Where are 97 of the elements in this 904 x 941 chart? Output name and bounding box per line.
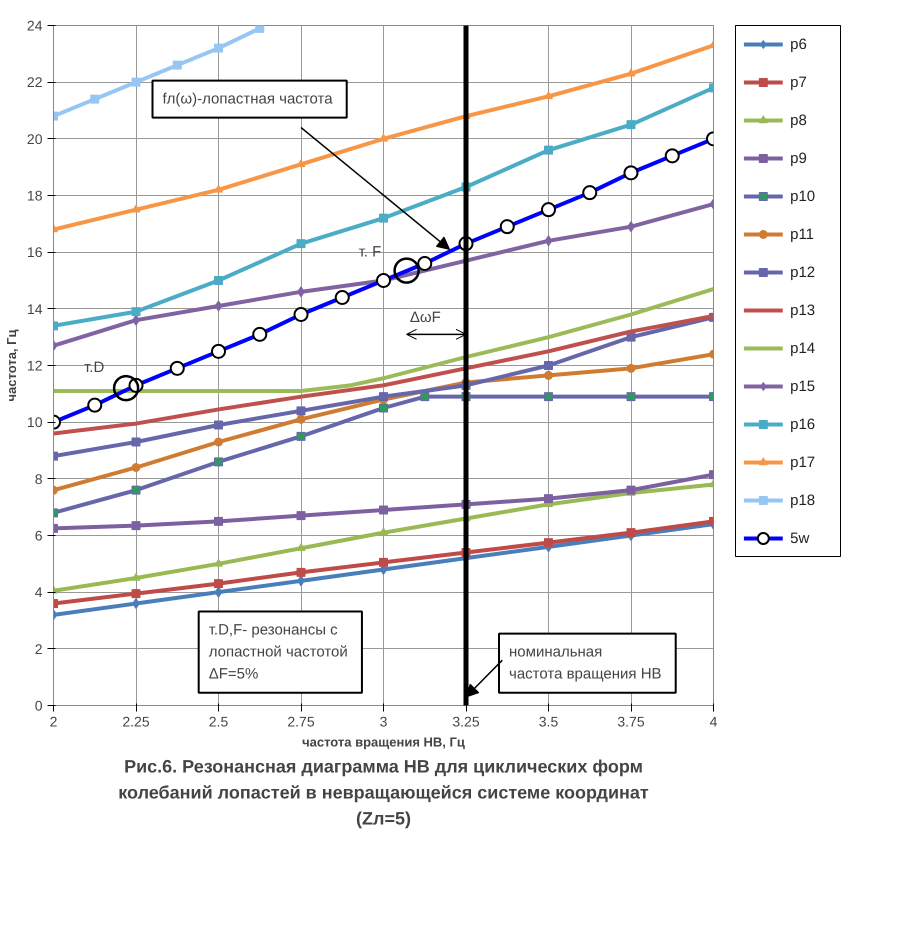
point: [214, 276, 223, 285]
point: [379, 134, 388, 142]
legend-label: p8: [790, 112, 807, 129]
text: Рис.6. Резонансная диаграмма НВ для циклических форм колебаний лопастей в невращающейся системе координат (Zл=5): [118, 756, 649, 828]
annotation: т.D: [84, 359, 104, 376]
x-tick-label: 3: [380, 714, 388, 730]
point: [132, 521, 140, 530]
x-tick-label: 2: [50, 714, 58, 730]
y-tick-label: 0: [34, 698, 43, 714]
annotation: fл(ω)-лопастная частота: [162, 90, 334, 108]
point: [393, 257, 420, 284]
point: [296, 511, 306, 520]
y-tick-label: 24: [26, 18, 43, 34]
y-tick-label: 2: [34, 640, 43, 657]
legend-label: p13: [790, 302, 816, 319]
point: [90, 94, 100, 104]
point: [296, 406, 306, 416]
point: [214, 516, 223, 526]
x-tick-label: 4: [710, 714, 718, 730]
legend-label: p17: [790, 454, 816, 471]
point: [132, 486, 140, 495]
annotation: ΔωF: [410, 308, 441, 326]
point: [379, 558, 388, 567]
x-tick-label: 3.5: [538, 714, 558, 730]
x-tick-label: 3.75: [617, 714, 645, 730]
legend-label: p6: [790, 36, 807, 53]
point: [296, 543, 306, 552]
point: [214, 438, 223, 446]
line-series: [54, 287, 714, 393]
y-tick-label: 16: [26, 244, 43, 260]
x-tick-label: 3.25: [452, 714, 480, 730]
point: [112, 374, 140, 402]
y-axis-title: частота, Гц: [4, 329, 19, 402]
point: [544, 494, 553, 504]
legend-label: 5w: [790, 530, 810, 547]
point: [214, 420, 223, 430]
legend-label: p15: [790, 378, 816, 395]
point: [379, 506, 388, 514]
point: [214, 184, 223, 193]
annotation: номинальная частота вращения НВ: [509, 644, 662, 683]
x-axis-title: частота вращения НВ, Гц: [302, 734, 465, 750]
line-series: [54, 314, 714, 436]
y-tick-label: 12: [26, 358, 43, 374]
point: [296, 414, 306, 424]
y-tick-label: 14: [26, 300, 43, 317]
point: [132, 78, 140, 87]
point: [132, 572, 140, 581]
y-tick-label: 4: [34, 584, 43, 600]
point: [626, 364, 636, 373]
point: [132, 463, 140, 472]
point: [544, 361, 553, 370]
point: [296, 239, 306, 248]
point: [379, 392, 388, 402]
point: [544, 538, 553, 548]
point: [296, 159, 306, 168]
annotation: т. F: [358, 244, 382, 261]
point: [214, 558, 223, 567]
legend-label: p9: [790, 150, 807, 167]
y-tick-label: 8: [34, 470, 43, 487]
point: [379, 404, 388, 412]
point: [214, 44, 223, 53]
point: [544, 370, 553, 380]
point: [626, 120, 636, 130]
y-tick-label: 10: [26, 414, 43, 430]
legend-label: p12: [790, 264, 816, 281]
legend-label: p16: [790, 416, 816, 433]
legend-label: p14: [790, 340, 816, 357]
x-tick-label: 2.75: [287, 714, 315, 730]
point: [214, 300, 222, 312]
annotation: т.D,F- резонансы с лопастной частотой ΔF=5%: [208, 622, 348, 683]
point: [379, 528, 388, 536]
point: [132, 307, 140, 316]
point: [214, 579, 223, 588]
point: [379, 214, 388, 223]
y-tick-label: 20: [26, 130, 43, 147]
y-tick-label: 18: [26, 188, 43, 204]
point: [172, 60, 182, 70]
point: [544, 392, 553, 402]
point: [132, 438, 140, 446]
point: [214, 457, 223, 466]
point: [296, 432, 306, 441]
point: [132, 589, 140, 598]
legend-label: p11: [790, 226, 814, 243]
x-tick-label: 2.5: [208, 714, 228, 730]
point: [296, 568, 306, 577]
point: [626, 392, 636, 402]
x-tick-label: 2.25: [122, 714, 150, 730]
point: [544, 146, 553, 155]
point: [544, 91, 553, 100]
legend-label: p10: [790, 188, 816, 205]
point: [255, 26, 264, 33]
point: [132, 598, 140, 609]
y-tick-label: 6: [34, 528, 43, 544]
legend-label: p7: [790, 74, 807, 91]
point: [626, 528, 636, 538]
y-tick-label: 22: [26, 74, 43, 90]
legend-label: p18: [790, 492, 816, 509]
